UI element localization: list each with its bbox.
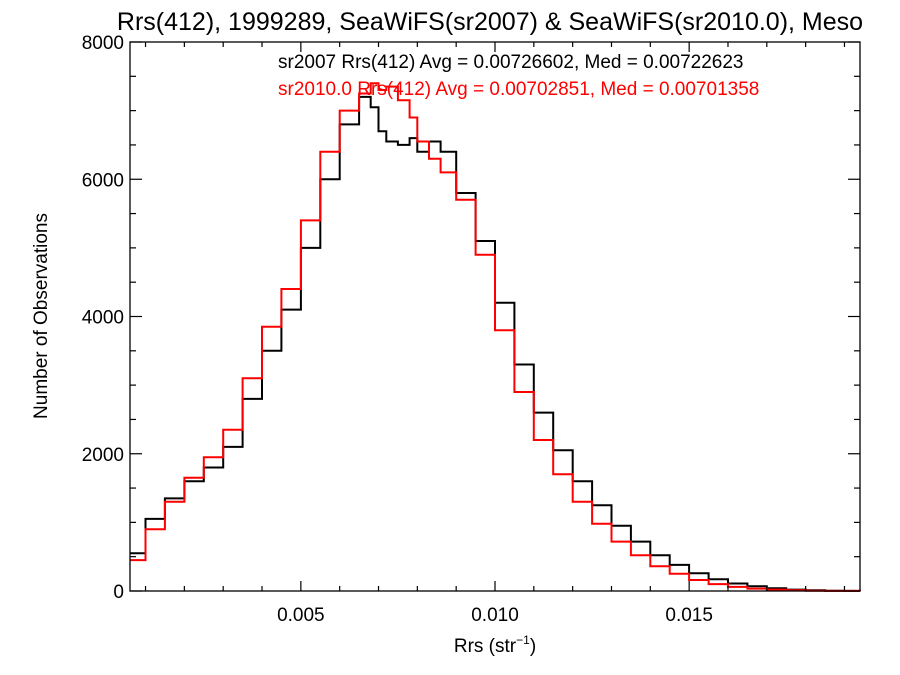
- series-layer: [130, 82, 861, 592]
- y-tick-label: 4000: [82, 308, 124, 329]
- x-tick-label: 0.005: [277, 605, 325, 626]
- x-tick-label: 0.015: [665, 605, 713, 626]
- y-tick-label: 2000: [82, 445, 124, 466]
- y-tick-label: 6000: [82, 170, 124, 191]
- series-line-sr2010-0: [130, 82, 861, 592]
- legend-entry-sr2010: sr2010.0 Rrs(412) Avg = 0.00702851, Med …: [278, 79, 759, 100]
- y-tick-label: 0: [113, 582, 124, 603]
- x-axis-label: Rrs (str−1): [454, 633, 536, 657]
- x-axis-label-end: ): [530, 636, 536, 657]
- legend-entry-sr2007: sr2007 Rrs(412) Avg = 0.00726602, Med = …: [278, 52, 744, 73]
- y-tick-label: 8000: [82, 33, 124, 54]
- tick-layer: 0.005 0.010 0.015 0 2000 4000 6000 8000: [82, 33, 860, 626]
- x-tick-label: 0.010: [471, 605, 519, 626]
- chart-title: Rrs(412), 1999289, SeaWiFS(sr2007) & Sea…: [117, 8, 863, 36]
- x-axis-label-main: Rrs (str: [454, 636, 517, 657]
- y-axis-label: Number of Observations: [31, 213, 52, 419]
- x-axis-label-superscript: −1: [516, 633, 530, 647]
